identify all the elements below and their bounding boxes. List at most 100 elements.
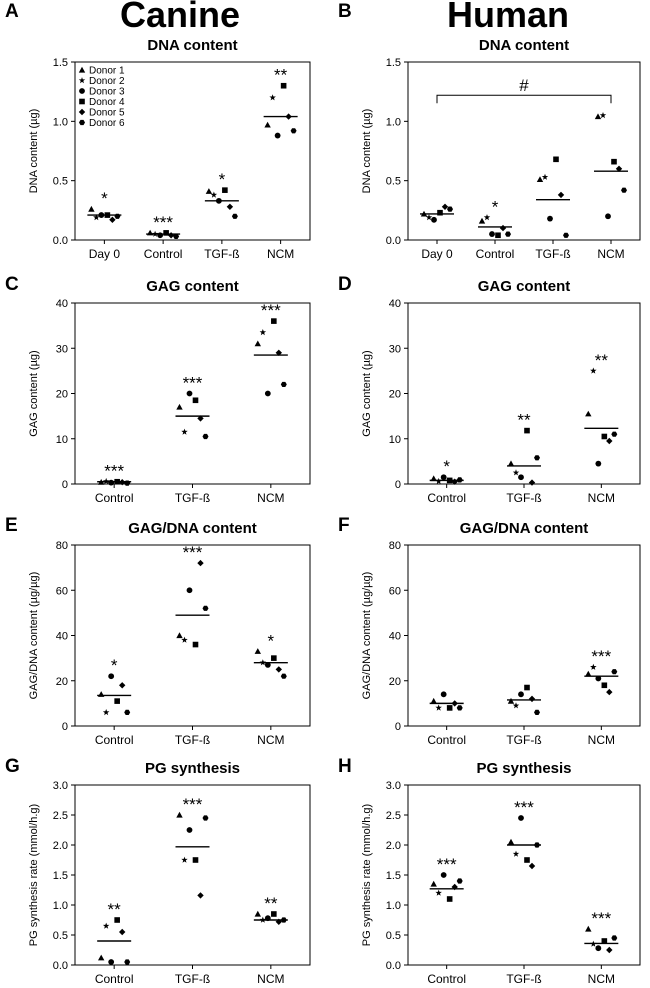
significance-label: ** [264,894,278,913]
data-point-star [512,702,520,709]
data-point-star [269,94,276,101]
data-point-diamond [275,918,282,925]
significance-label: * [111,656,118,675]
x-tick-label: NCM [257,491,284,505]
data-point-diamond [557,191,565,199]
y-tick-label: 1.0 [386,116,401,128]
data-point-circle [264,662,271,668]
data-point-hexagon [534,709,540,715]
data-point-star [512,469,520,476]
y-tick-label: 80 [389,540,401,552]
data-point-circle [595,460,602,467]
legend-marker-square [79,98,85,105]
data-point-triangle [254,648,261,654]
data-point-circle [489,231,495,237]
x-tick-label: TGF-ß [204,247,239,261]
y-tick-label: 20 [56,389,68,401]
data-point-square [163,230,169,236]
panel-title: GAG content [146,278,239,295]
data-point-square [437,209,443,216]
data-point-square [280,82,287,89]
data-point-star [102,477,110,484]
panel-title: DNA content [479,37,569,54]
data-point-circle [440,474,447,481]
plot-frame [407,544,641,727]
data-point-diamond [528,695,536,703]
data-point-square [192,397,199,404]
data-point-triangle [507,697,515,704]
significance-label: *** [183,795,203,814]
data-point-hexagon [611,935,618,941]
y-tick-label: 0.0 [386,960,401,972]
data-point-circle [518,474,524,481]
data-point-triangle [507,460,515,467]
data-point-square [601,433,608,440]
panel-letter: B [338,1,352,22]
legend-marker-circle [79,88,85,94]
legend-label: Donor 2 [89,76,125,87]
data-point-hexagon [202,605,209,611]
y-tick-label: 1.5 [53,870,68,882]
panel-e: E GAG/DNA content GAG/DNA content (µg/µg) 0… [5,515,311,747]
data-point-diamond [441,203,449,210]
data-point-triangle [430,697,437,704]
y-tick-label: 60 [56,585,68,597]
data-point-triangle [585,410,592,417]
data-point-star [181,636,188,643]
y-tick-label: 0.0 [53,235,68,247]
data-point-triangle [176,403,183,410]
data-point-hexagon [456,878,463,884]
data-point-circle [264,390,271,397]
data-point-diamond [606,688,613,696]
data-point-square [601,682,608,689]
data-point-hexagon [447,206,453,212]
x-tick-label: Control [95,491,134,505]
significance-label: *** [514,798,534,817]
significance-label: * [268,631,275,650]
x-tick-label: Control [427,491,466,505]
plot-frame [407,61,641,241]
y-tick-label: 1.0 [53,900,68,912]
data-point-circle [547,215,553,222]
data-point-circle [595,675,602,682]
data-point-hexagon [563,232,569,238]
x-tick-label: NCM [257,733,284,747]
data-point-hexagon [124,959,131,965]
y-tick-label: 40 [389,631,401,643]
data-point-square [114,917,120,923]
significance-label: *** [591,909,611,928]
data-point-circle [595,945,602,952]
data-point-star [590,663,597,670]
x-tick-label: TGF-ß [506,972,541,986]
data-point-star [102,709,110,716]
data-point-hexagon [202,815,209,821]
data-point-circle [440,872,447,878]
data-point-diamond [528,862,536,870]
data-point-square [271,911,277,917]
data-point-square [446,896,453,902]
data-point-hexagon [534,455,540,461]
data-point-triangle [254,910,261,917]
y-tick-label: 40 [56,631,68,643]
y-axis-label: GAG content (µg) [361,350,373,436]
data-point-triangle [88,205,95,212]
panel-letter: F [338,515,350,536]
panel-letter: C [5,274,19,295]
data-point-triangle [478,217,486,224]
significance-label: * [219,170,226,189]
x-tick-label: NCM [588,491,615,505]
data-point-star [590,367,597,374]
x-tick-label: NCM [257,972,284,986]
data-point-square [524,857,530,863]
data-point-star [259,329,267,336]
x-tick-label: Control [427,972,466,986]
panel-g: G PG synthesis PG synthesis rate (mmol/h.g… [5,756,311,986]
data-point-diamond [119,928,126,936]
data-point-star [435,889,442,896]
data-point-star [541,173,549,180]
data-point-diamond [528,479,536,486]
data-point-square [524,427,530,434]
data-point-diamond [109,216,116,223]
data-point-star [512,850,520,857]
